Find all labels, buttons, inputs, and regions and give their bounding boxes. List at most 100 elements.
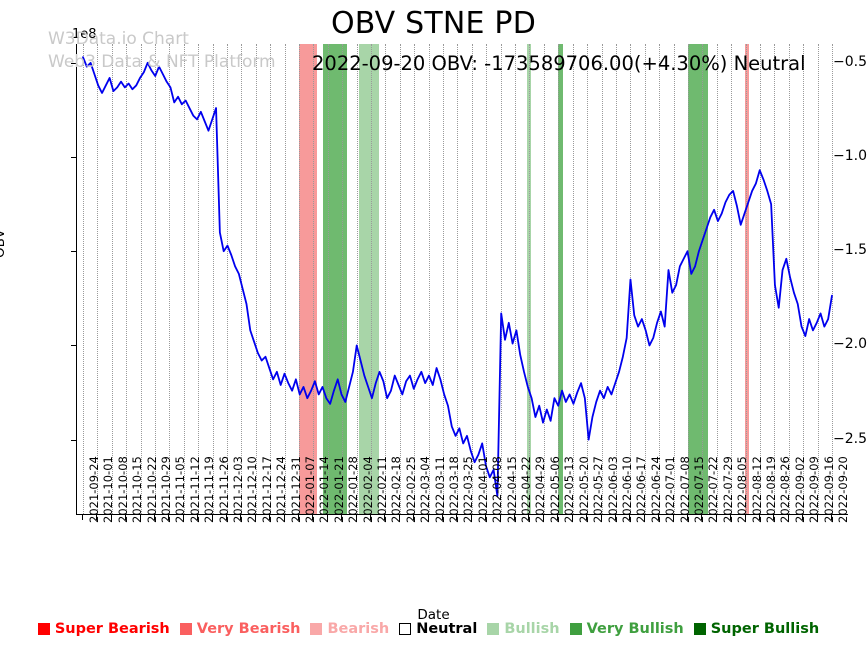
gridline	[788, 44, 790, 514]
x-tick-label: 2022-01-28	[346, 456, 361, 523]
sentiment-band	[527, 44, 531, 514]
legend-label: Very Bullish	[586, 621, 684, 637]
x-tick-label: 2022-08-12	[749, 456, 764, 523]
gridline	[817, 44, 819, 514]
legend-swatch-icon	[399, 623, 412, 635]
y-tick-mark	[71, 439, 76, 441]
gridline	[227, 44, 229, 514]
x-tick-mark	[485, 515, 487, 520]
legend-item[interactable]: Super Bearish	[37, 621, 170, 637]
x-tick-mark	[542, 515, 544, 520]
x-tick-label: 2022-09-20	[835, 456, 850, 523]
x-tick-mark	[384, 515, 386, 520]
legend-swatch-icon	[179, 623, 192, 635]
x-tick-label: 2022-07-01	[663, 456, 678, 523]
x-tick-label: 2021-11-19	[202, 456, 217, 523]
legend-label: Neutral	[416, 621, 478, 637]
gridline	[673, 44, 675, 514]
x-tick-label: 2022-07-29	[720, 456, 735, 523]
legend-item[interactable]: Super Bullish	[693, 621, 820, 637]
gridline	[428, 44, 430, 514]
x-tick-label: 2022-02-04	[360, 456, 375, 523]
gridline	[443, 44, 445, 514]
x-tick-label: 2022-03-25	[461, 456, 476, 523]
legend-item[interactable]: Bearish	[310, 621, 389, 637]
legend-item[interactable]: Bullish	[487, 621, 560, 637]
x-tick-mark	[211, 515, 213, 520]
x-tick-mark	[614, 515, 616, 520]
x-tick-mark	[816, 515, 818, 520]
y-tick-label: −1.5	[833, 242, 867, 259]
x-tick-label: 2022-09-02	[792, 456, 807, 523]
x-tick-label: 2021-12-17	[259, 456, 274, 523]
x-tick-label: 2021-12-03	[231, 456, 246, 523]
x-tick-mark	[341, 515, 343, 520]
y-tick-label: −0.5	[833, 53, 867, 70]
x-tick-label: 2022-08-26	[778, 456, 793, 523]
x-tick-label: 2022-06-17	[634, 456, 649, 523]
gridline	[601, 44, 603, 514]
gridline	[572, 44, 574, 514]
legend-item[interactable]: Neutral	[399, 621, 477, 637]
x-tick-label: 2022-01-14	[317, 456, 332, 523]
x-tick-label: 2021-10-29	[159, 456, 173, 523]
x-tick-mark	[499, 515, 501, 520]
gridline	[702, 44, 704, 514]
x-tick-mark	[514, 515, 516, 520]
x-tick-label: 2021-12-24	[274, 456, 289, 523]
x-tick-mark	[629, 515, 631, 520]
x-tick-mark	[744, 515, 746, 520]
x-tick-label: 2021-10-22	[144, 456, 159, 523]
gridline	[716, 44, 718, 514]
x-tick-mark	[168, 515, 170, 520]
x-tick-label: 2022-05-13	[562, 456, 577, 523]
gridline	[385, 44, 387, 514]
legend-label: Super Bullish	[710, 621, 820, 637]
x-tick-mark	[283, 515, 285, 520]
gridline	[558, 44, 560, 514]
legend-item[interactable]: Very Bearish	[179, 621, 300, 637]
sentiment-band	[558, 44, 563, 514]
x-tick-label: 2022-07-15	[691, 456, 706, 523]
x-tick-label: 2021-10-01	[101, 456, 116, 523]
x-tick-label: 2021-12-31	[288, 456, 303, 523]
x-tick-label: 2021-09-24	[87, 456, 101, 523]
x-tick-label: 2022-09-09	[807, 456, 822, 523]
x-tick-label: 2022-05-27	[591, 456, 606, 523]
obv-line-series	[82, 56, 833, 498]
gridline	[587, 44, 589, 514]
gridline	[659, 44, 661, 514]
x-tick-label: 2021-12-10	[245, 456, 260, 523]
y-axis-exponent: 1e8	[72, 27, 97, 42]
gridline	[356, 44, 358, 514]
legend-item[interactable]: Very Bullish	[569, 621, 684, 637]
x-tick-label: 2021-11-26	[216, 456, 231, 523]
x-tick-label: 2021-10-08	[115, 456, 130, 523]
x-tick-mark	[442, 515, 444, 520]
gridline	[371, 44, 373, 514]
gridline	[198, 44, 200, 514]
x-tick-mark	[427, 515, 429, 520]
sentiment-band	[359, 44, 379, 514]
x-tick-label: 2022-03-18	[447, 456, 462, 523]
x-tick-mark	[370, 515, 372, 520]
x-tick-label: 2022-04-01	[475, 456, 490, 523]
x-tick-mark	[197, 515, 199, 520]
x-axis-label: Date	[417, 607, 450, 623]
gridline	[155, 44, 156, 514]
x-tick-label: 2022-02-18	[389, 456, 404, 523]
gridline	[299, 44, 301, 514]
gridline	[615, 44, 617, 514]
x-tick-label: 2022-06-24	[648, 456, 663, 523]
gridline	[313, 44, 315, 514]
gridline	[342, 44, 344, 514]
legend-label: Bullish	[504, 621, 560, 637]
x-tick-label: 2022-06-03	[605, 456, 620, 523]
gridline	[471, 44, 473, 514]
y-tick-mark	[71, 62, 76, 64]
x-tick-label: 2021-11-05	[173, 456, 188, 523]
legend-swatch-icon	[487, 623, 500, 635]
gridline	[399, 44, 401, 514]
x-tick-label: 2022-02-25	[403, 456, 418, 523]
x-tick-mark	[240, 515, 242, 520]
